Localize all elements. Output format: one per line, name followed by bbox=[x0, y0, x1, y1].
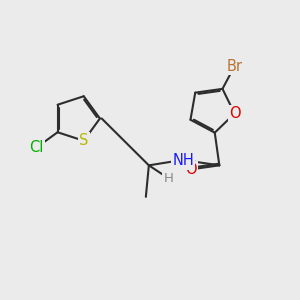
Text: Cl: Cl bbox=[29, 140, 44, 155]
Text: O: O bbox=[229, 106, 240, 121]
Text: H: H bbox=[164, 172, 173, 185]
Text: S: S bbox=[79, 133, 88, 148]
Text: Br: Br bbox=[226, 59, 242, 74]
Text: O: O bbox=[185, 162, 197, 177]
Text: NH: NH bbox=[172, 153, 194, 168]
